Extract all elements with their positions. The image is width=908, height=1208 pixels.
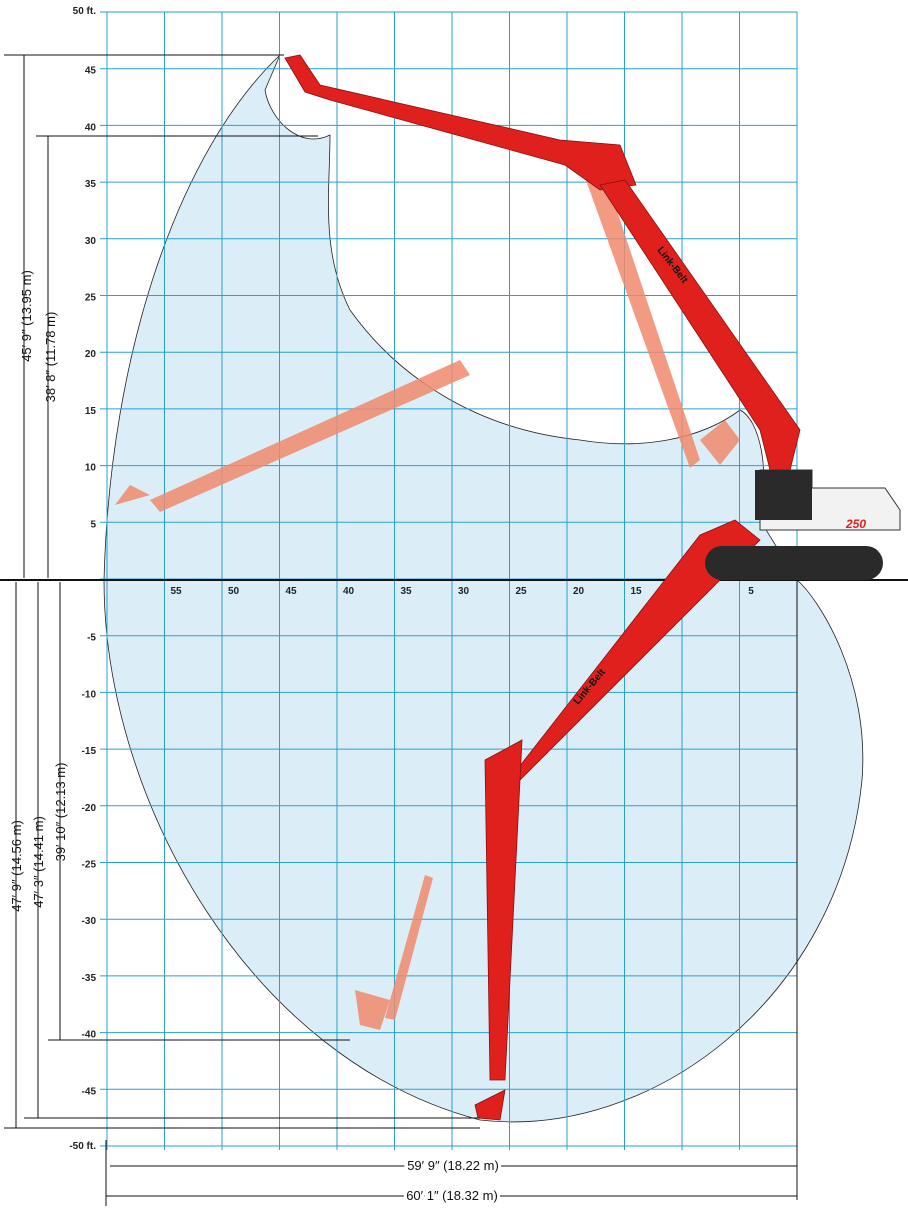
operator-cab <box>755 470 812 520</box>
x-tick-label: 5 <box>748 586 754 597</box>
ghost-boom-high <box>575 150 740 468</box>
excavator-body: 250 <box>705 469 901 580</box>
model-label: 250 <box>845 517 866 531</box>
dimension-max-reach: 60′ 1″ (18.32 m) <box>406 1188 498 1203</box>
boom-upper-position <box>284 54 801 471</box>
y-tick-label: -20 <box>82 803 97 814</box>
y-tick-label: 10 <box>85 463 97 474</box>
y-tick-label: 25 <box>85 293 97 304</box>
dimension-max-depth: 47′ 9″ (14.56 m) <box>9 820 24 912</box>
dimension-depth-8ft-level: 47′ 3″ (14.41 m) <box>31 816 46 908</box>
boom-lower-position <box>474 519 761 1121</box>
y-tick-label: 5 <box>90 519 96 530</box>
y-tick-label: 15 <box>85 406 97 417</box>
x-tick-label: 50 <box>228 586 240 597</box>
track <box>705 546 883 580</box>
y-tick-label: -40 <box>82 1030 97 1041</box>
x-tick-label: 40 <box>343 586 355 597</box>
dimension-dump-height: 38′ 8″ (11.78 m) <box>43 312 58 403</box>
x-tick-labels: 555045403530252015105 <box>170 586 754 597</box>
working-envelope <box>103 54 864 1123</box>
dimension-reach-ground: 59′ 9″ (18.22 m) <box>407 1158 499 1173</box>
ghost-boom-mid <box>115 360 470 512</box>
ghost-boom-low <box>355 875 433 1030</box>
x-tick-label: 55 <box>170 586 182 597</box>
dimension-lines <box>4 54 798 1206</box>
y-tick-label: 20 <box>85 349 97 360</box>
x-tick-label: 25 <box>515 586 527 597</box>
y-tick-label: -45 <box>82 1086 97 1097</box>
top-unit-label: 50 ft. <box>73 6 97 17</box>
x-tick-label: 30 <box>458 586 470 597</box>
x-tick-label: 35 <box>400 586 412 597</box>
y-tick-label: 40 <box>85 122 97 133</box>
y-tick-label: 30 <box>85 236 97 247</box>
dimension-vertical-wall-depth: 39′ 10″ (12.13 m) <box>53 763 68 862</box>
y-tick-label: 45 <box>85 66 97 77</box>
y-tick-label: -5 <box>87 633 96 644</box>
dimension-max-height: 45′ 9″ (13.95 m) <box>19 270 34 362</box>
x-tick-label: 15 <box>630 586 642 597</box>
x-tick-label: 20 <box>573 586 585 597</box>
bottom-unit-label: -50 ft. <box>69 1141 96 1152</box>
y-tick-label: -10 <box>82 689 97 700</box>
y-tick-label: -30 <box>82 916 97 927</box>
y-tick-label: -35 <box>82 973 97 984</box>
y-tick-label: -25 <box>82 860 97 871</box>
y-tick-labels: 45 40 35 30 25 20 15 10 5 -5 -10 -15 -20 -25 -30 -35 -40… <box>82 66 97 1098</box>
y-tick-label: 35 <box>85 179 97 190</box>
x-tick-label: 45 <box>285 586 297 597</box>
y-tick-label: -15 <box>82 746 97 757</box>
